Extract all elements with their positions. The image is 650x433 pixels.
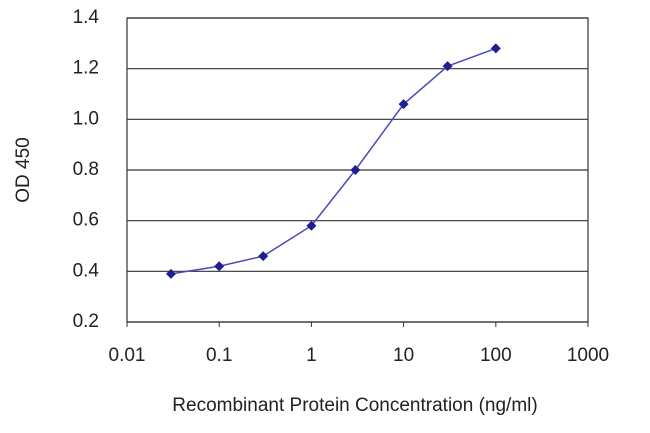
marker	[214, 261, 225, 272]
y-tick-label: 0.4	[73, 260, 100, 281]
y-tick-label: 1.2	[73, 58, 99, 79]
marker	[306, 220, 317, 231]
y-tick-label: 0.6	[73, 210, 99, 231]
marker	[350, 165, 361, 175]
y-tick-label: 0.2	[73, 311, 99, 332]
line	[170, 47, 497, 275]
x-tick-label: 0.1	[206, 345, 232, 366]
marker	[490, 43, 501, 54]
x-tick-label: 100	[480, 345, 512, 366]
marker	[165, 268, 176, 279]
y-tick-label: 1.4	[73, 7, 100, 28]
y-tick-label: 1.0	[73, 108, 99, 129]
plot-frame	[126, 17, 589, 323]
y-tick-label: 0.8	[73, 159, 99, 180]
x-tick-label: 1000	[567, 345, 609, 366]
marker	[442, 61, 453, 72]
x-tick-label: 0.01	[109, 345, 146, 366]
x-tick-label: 10	[393, 345, 414, 366]
marker	[258, 251, 269, 262]
x-tick-label: 1	[306, 345, 317, 366]
x-axis-label: Recombinant Protein Concentration (ng/ml…	[172, 395, 537, 416]
marker	[398, 99, 409, 110]
y-axis-label: OD 450	[13, 137, 34, 202]
